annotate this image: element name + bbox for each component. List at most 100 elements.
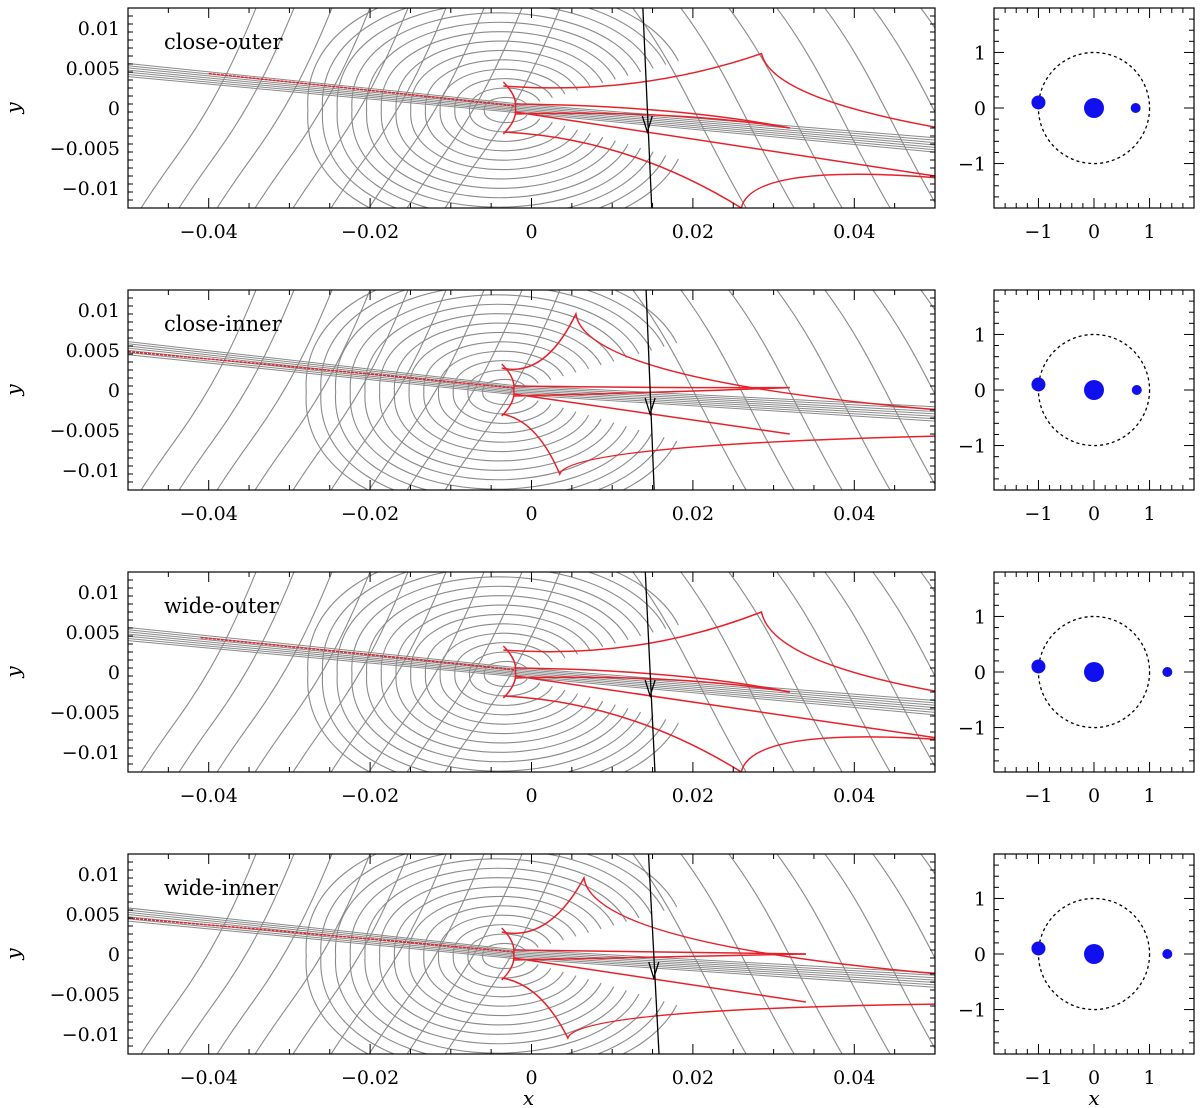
contour-line bbox=[178, 290, 295, 490]
caustic-central bbox=[515, 676, 790, 693]
y-axis: 0.01 0.005 0 −0.005 −0.01 bbox=[50, 289, 935, 491]
contour-line bbox=[254, 8, 371, 208]
x-tick-label: 0 bbox=[525, 1067, 537, 1089]
caustic-upper bbox=[503, 52, 935, 128]
x-axis-label: x bbox=[523, 1086, 534, 1108]
contour-line bbox=[406, 572, 523, 772]
caustic-upper bbox=[501, 875, 935, 975]
caustic-central bbox=[513, 385, 790, 389]
contour-line bbox=[395, 604, 604, 744]
y-axis-label: y bbox=[1, 102, 25, 115]
y-tick-label: −0.01 bbox=[62, 178, 120, 200]
contour-line bbox=[128, 633, 935, 709]
contour-line bbox=[728, 854, 843, 1054]
source-trajectory bbox=[647, 854, 660, 1054]
y-tick-label: −1 bbox=[958, 154, 986, 176]
contour-line bbox=[380, 595, 616, 753]
lens-body-planet-1 bbox=[1031, 941, 1046, 956]
x-tick-label: 0.04 bbox=[833, 503, 875, 525]
trajectory-arrow bbox=[641, 115, 653, 135]
contour-line bbox=[216, 854, 333, 1054]
contour-line bbox=[439, 68, 566, 152]
contour-line bbox=[444, 8, 561, 208]
caustic-central bbox=[502, 81, 517, 135]
contour-line bbox=[364, 303, 627, 481]
contour-line bbox=[216, 572, 333, 772]
contour-line bbox=[872, 854, 935, 960]
caustic-arm bbox=[513, 957, 806, 1003]
contour-line bbox=[467, 369, 539, 415]
contour-line bbox=[128, 73, 935, 151]
contour-line bbox=[380, 31, 616, 189]
contour-line bbox=[321, 572, 667, 772]
contour-line bbox=[254, 572, 371, 772]
x-tick-label: 1 bbox=[1144, 503, 1156, 525]
contour-line bbox=[680, 854, 795, 1054]
contour-line bbox=[379, 877, 615, 1035]
contour-line bbox=[776, 290, 891, 490]
y-tick-label: 0.005 bbox=[66, 340, 120, 362]
x-tick-label: 0.04 bbox=[833, 221, 875, 243]
y-tick-label: 0 bbox=[974, 380, 986, 402]
y-tick-label: −0.005 bbox=[50, 702, 120, 724]
contour-line bbox=[128, 349, 935, 417]
plot-area bbox=[128, 8, 935, 208]
y-axis-label: y bbox=[1, 384, 25, 397]
x-tick-label: 0.02 bbox=[672, 221, 714, 243]
contour-line bbox=[128, 347, 935, 415]
lens-body-planet-1 bbox=[1031, 95, 1046, 110]
contour-line bbox=[824, 8, 935, 204]
caustic-lower bbox=[501, 413, 935, 477]
contour-line bbox=[336, 572, 654, 772]
contour-line bbox=[408, 331, 590, 453]
trajectory-arrow bbox=[644, 397, 656, 417]
caustic-panel-close-outer: −0.04 −0.02 0 0.02 0.04 0.01 0.005 0 −0.005 −0.01… bbox=[1, 7, 936, 243]
axes: −1 −1 0 0 1 1 bbox=[958, 571, 1195, 807]
plot-area bbox=[128, 854, 935, 1054]
caustic-panel-wide-outer: −0.04 −0.02 0 0.02 0.04 0.01 0.005 0 −0.005 −0.01… bbox=[1, 571, 936, 807]
caustic-arm bbox=[128, 350, 514, 389]
contour-line bbox=[379, 313, 615, 471]
y-tick-label: 0 bbox=[108, 944, 120, 966]
contour-line bbox=[349, 294, 640, 490]
axes: −1 −1 0 0 1 1 bbox=[958, 853, 1195, 1089]
contour-line bbox=[408, 895, 590, 1017]
contour-line bbox=[439, 632, 566, 716]
y-tick-label: −0.005 bbox=[50, 984, 120, 1006]
contour-line bbox=[366, 585, 629, 763]
contour-line bbox=[292, 290, 409, 490]
contour-line bbox=[406, 290, 523, 490]
y-tick-label: 0 bbox=[108, 662, 120, 684]
contour-line bbox=[444, 854, 561, 1054]
lens-body-host bbox=[1084, 98, 1104, 118]
x-axis: −0.04 −0.02 0 0.02 0.04 bbox=[127, 8, 936, 243]
contour-line bbox=[349, 858, 640, 1054]
x-tick-label: 0 bbox=[525, 785, 537, 807]
lens-body-planet-2 bbox=[1131, 385, 1142, 395]
caustic-arm bbox=[200, 636, 516, 671]
source-trajectory bbox=[645, 290, 655, 490]
contour-line bbox=[351, 12, 642, 208]
contour-line bbox=[307, 8, 679, 208]
contour-line bbox=[178, 572, 295, 772]
x-tick-label: −0.02 bbox=[341, 221, 399, 243]
x-tick-label: −1 bbox=[1024, 785, 1052, 807]
geometry-panel-close-outer: −1 −1 0 0 1 1 bbox=[958, 7, 1195, 243]
y-tick-label: 0.01 bbox=[78, 582, 120, 604]
plot-area bbox=[128, 572, 935, 772]
contour-line bbox=[437, 914, 564, 998]
contour-line bbox=[335, 854, 653, 1054]
contour-line bbox=[872, 8, 935, 114]
contour-line bbox=[128, 63, 935, 139]
caustic-curves bbox=[128, 875, 935, 1040]
caustic-panel-close-inner: −0.04 −0.02 0 0.02 0.04 0.01 0.005 0 −0.005 −0.01… bbox=[1, 289, 936, 525]
x-tick-label: 0 bbox=[525, 503, 537, 525]
contour-line bbox=[776, 854, 891, 1054]
contour-line bbox=[330, 8, 447, 208]
contour-line bbox=[444, 572, 561, 772]
contour-line bbox=[178, 854, 295, 1054]
contour-line bbox=[128, 65, 935, 141]
panel-label: wide-inner bbox=[164, 876, 279, 900]
y-tick-label: 0.01 bbox=[78, 300, 120, 322]
